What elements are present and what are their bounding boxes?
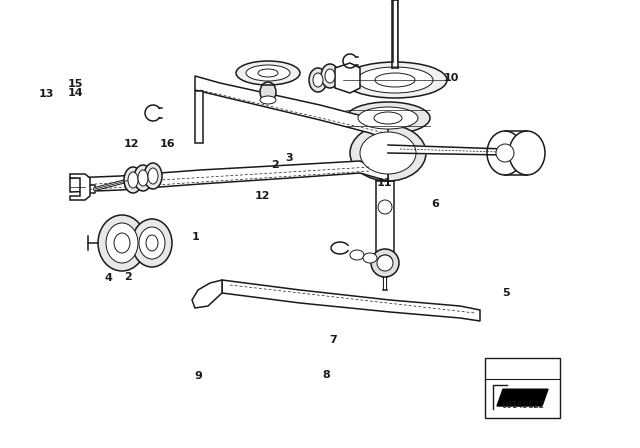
Ellipse shape [313,73,323,87]
Circle shape [496,144,514,162]
Ellipse shape [144,163,162,189]
Ellipse shape [98,215,146,271]
Polygon shape [335,63,360,93]
Ellipse shape [350,250,364,260]
Ellipse shape [358,107,418,129]
Ellipse shape [258,69,278,77]
Ellipse shape [375,73,415,87]
Text: 11: 11 [376,178,392,188]
Polygon shape [497,389,548,406]
Ellipse shape [124,167,142,193]
Ellipse shape [321,64,339,88]
Text: 12: 12 [255,191,270,201]
Text: 16: 16 [160,139,175,149]
Ellipse shape [363,253,377,263]
Bar [195,91,203,143]
Ellipse shape [325,69,335,83]
Text: 00145122: 00145122 [501,401,544,410]
Text: 5: 5 [502,289,509,298]
Ellipse shape [148,168,158,184]
Circle shape [377,255,393,271]
Text: 2: 2 [271,160,279,170]
Polygon shape [222,280,480,321]
Bar [485,358,560,418]
Ellipse shape [106,223,138,263]
Text: 8: 8 [323,370,330,380]
Text: 4: 4 [105,273,113,283]
Text: 2: 2 [124,272,132,282]
Ellipse shape [346,102,430,134]
Polygon shape [195,76,388,140]
Polygon shape [388,145,505,155]
Ellipse shape [134,165,152,191]
Polygon shape [70,174,90,200]
Ellipse shape [357,67,433,93]
Text: 6: 6 [431,199,439,209]
Ellipse shape [246,65,290,81]
Text: 9: 9 [195,371,202,381]
Text: 15: 15 [68,79,83,89]
Ellipse shape [378,255,392,265]
Polygon shape [192,280,222,308]
Text: 3: 3 [285,153,293,163]
Ellipse shape [360,132,416,174]
Ellipse shape [309,68,327,92]
Ellipse shape [343,62,447,98]
Ellipse shape [487,131,523,175]
Ellipse shape [374,112,402,124]
Text: 13: 13 [38,89,54,99]
Ellipse shape [236,61,300,85]
Polygon shape [70,161,388,192]
Text: 14: 14 [68,88,83,98]
Text: 10: 10 [444,73,459,83]
Ellipse shape [128,172,138,188]
Ellipse shape [260,96,276,104]
Circle shape [371,249,399,277]
Polygon shape [82,185,95,193]
Text: 12: 12 [124,139,139,149]
Text: 7: 7 [329,336,337,345]
Ellipse shape [350,125,426,181]
Circle shape [378,200,392,214]
Ellipse shape [509,131,545,175]
Ellipse shape [132,219,172,267]
Ellipse shape [114,233,130,253]
Text: 1: 1 [191,233,199,242]
Polygon shape [376,181,394,263]
Ellipse shape [260,82,276,102]
Ellipse shape [139,227,165,259]
Ellipse shape [138,170,148,186]
Ellipse shape [146,235,158,251]
